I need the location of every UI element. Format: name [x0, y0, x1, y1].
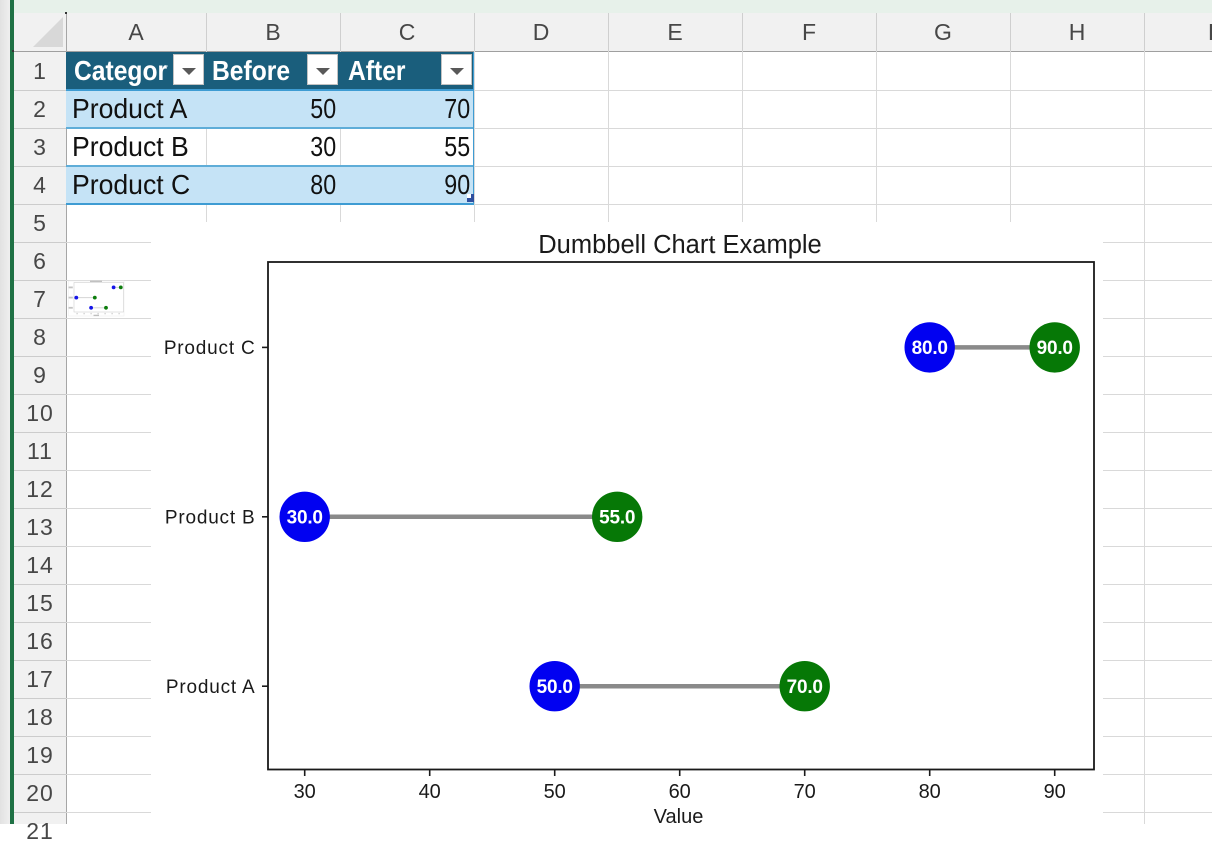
- svg-text:80: 80: [919, 781, 941, 803]
- svg-text:90.0: 90.0: [1037, 338, 1073, 359]
- svg-text:50: 50: [544, 781, 566, 803]
- svg-text:80.0: 80.0: [912, 338, 948, 359]
- svg-text:Value: Value: [654, 806, 704, 824]
- svg-text:Dumbbell Chart Example: Dumbbell Chart Example: [538, 231, 821, 259]
- svg-text:30: 30: [294, 781, 316, 803]
- svg-text:55.0: 55.0: [599, 508, 635, 529]
- svg-text:Product B: Product B: [165, 508, 256, 529]
- svg-text:70.0: 70.0: [787, 677, 823, 698]
- svg-text:50.0: 50.0: [537, 677, 573, 698]
- svg-text:Product C: Product C: [164, 338, 256, 359]
- svg-text:70: 70: [794, 781, 816, 803]
- svg-text:60: 60: [669, 781, 691, 803]
- svg-text:90: 90: [1044, 781, 1066, 803]
- svg-text:Product A: Product A: [166, 677, 256, 698]
- svg-text:30.0: 30.0: [287, 508, 323, 529]
- svg-text:40: 40: [419, 781, 441, 803]
